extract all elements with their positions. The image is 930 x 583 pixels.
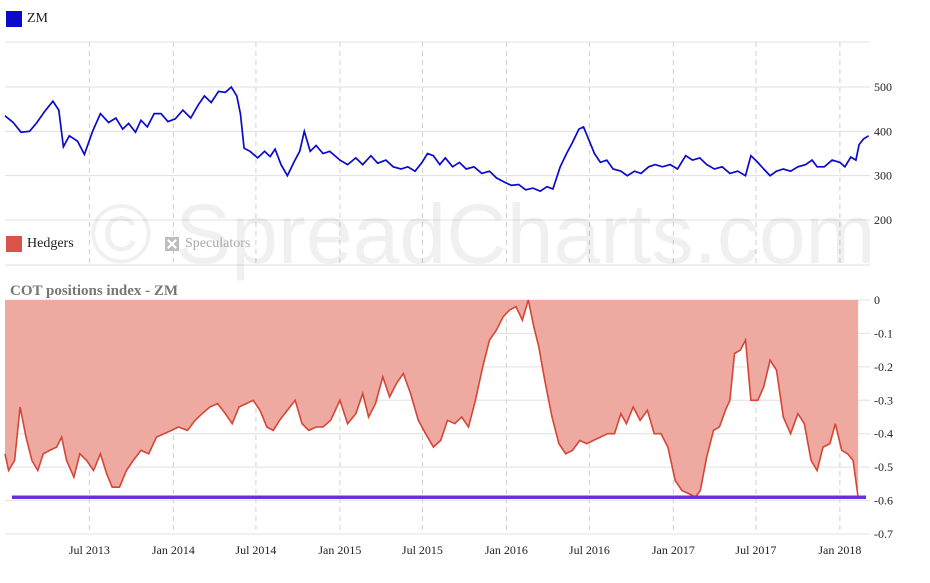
cot-y-tick-label: -0.2: [874, 360, 893, 374]
x-tick-label: Jan 2014: [152, 543, 195, 557]
x-tick-label: Jul 2014: [235, 543, 276, 557]
zm-price-line: [4, 85, 870, 193]
legend-speculators[interactable]: Speculators: [165, 236, 250, 252]
hedgers-line: [4, 299, 859, 499]
x-tick-label: Jul 2017: [735, 543, 776, 557]
cot-y-tick-label: -0.3: [874, 393, 893, 407]
legend-speculators-label: Speculators: [185, 236, 251, 251]
price-y-tick-label: 300: [874, 169, 892, 183]
cot-y-tick-label: -0.6: [874, 494, 893, 508]
legend-zm[interactable]: ZM: [6, 11, 48, 27]
x-tick-label: Jan 2015: [318, 543, 361, 557]
legend-hedgers-label: Hedgers: [27, 236, 74, 251]
x-tick-label: Jul 2013: [69, 543, 110, 557]
price-y-tick-label: 400: [874, 124, 892, 138]
legend-zm-swatch: [6, 11, 22, 27]
x-tick-label: Jan 2016: [485, 543, 528, 557]
legend-zm-label: ZM: [27, 11, 48, 26]
cot-y-tick-label: -0.4: [874, 427, 893, 441]
price-y-tick-label: 200: [874, 213, 892, 227]
cot-y-tick-label: -0.5: [874, 460, 893, 474]
cot-y-tick-label: 0: [874, 293, 880, 307]
cot-panel-title: COT positions index - ZM: [10, 283, 179, 299]
x-tick-label: Jan 2017: [652, 543, 695, 557]
speculators-toggle-icon: [165, 237, 179, 251]
legend-hedgers-swatch: [6, 236, 22, 252]
x-tick-label: Jul 2015: [402, 543, 443, 557]
legend-hedgers[interactable]: Hedgers: [6, 236, 74, 252]
x-tick-label: Jan 2018: [818, 543, 861, 557]
x-tick-label: Jul 2016: [569, 543, 610, 557]
hedgers-area: [5, 300, 859, 498]
price-y-tick-label: 500: [874, 80, 892, 94]
cot-y-tick-label: -0.7: [874, 527, 893, 541]
cot-y-tick-label: -0.1: [874, 326, 893, 340]
